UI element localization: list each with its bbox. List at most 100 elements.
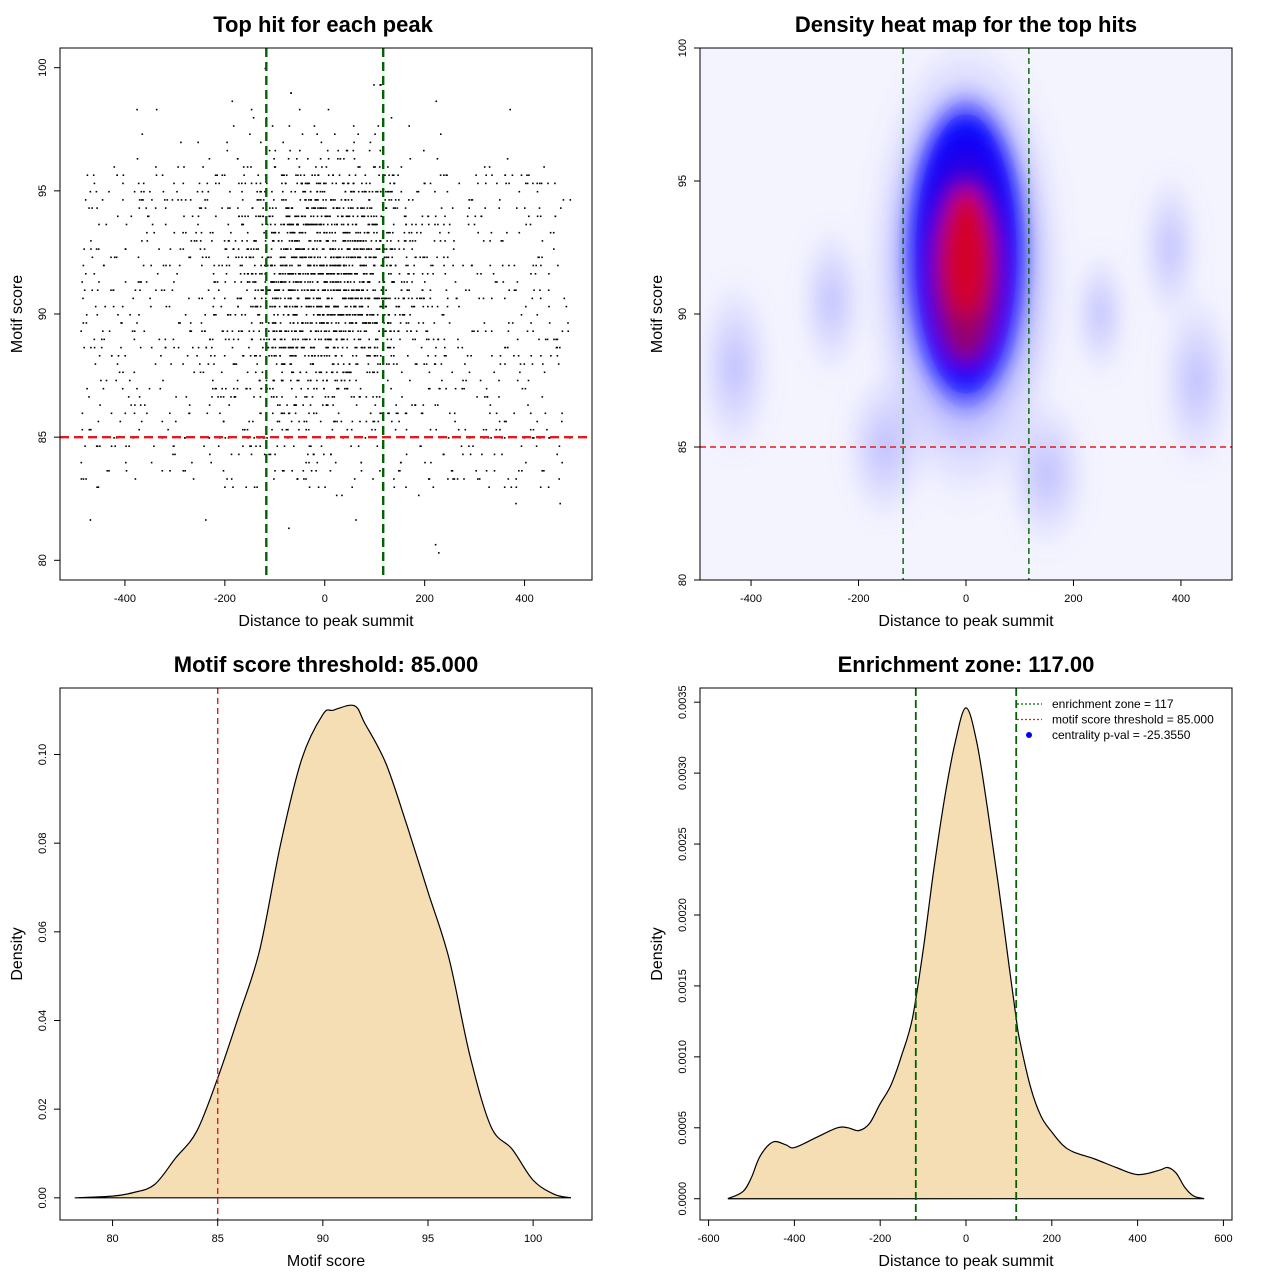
scatter-point xyxy=(178,264,181,267)
scatter-point xyxy=(335,330,338,332)
scatter-point xyxy=(315,322,318,324)
scatter-point xyxy=(396,207,399,209)
scatter-point xyxy=(334,420,336,423)
scatter-point xyxy=(414,338,416,341)
scatter-point xyxy=(350,273,353,275)
scatter-point xyxy=(124,248,127,250)
scatter-point xyxy=(425,330,427,332)
scatter-point xyxy=(397,412,399,415)
scatter-point xyxy=(397,330,400,332)
scatter-point xyxy=(268,355,270,357)
scatter-point xyxy=(279,273,282,275)
scatter-point xyxy=(320,445,323,447)
scatter-point xyxy=(272,387,274,390)
scatter-point xyxy=(297,297,299,300)
scatter-point xyxy=(360,207,362,209)
scatter-point xyxy=(290,256,293,259)
scatter-point xyxy=(464,428,467,431)
scatter-point xyxy=(285,199,287,201)
scatter-point xyxy=(390,264,392,267)
scatter-point xyxy=(156,273,159,275)
scatter-point xyxy=(327,240,329,242)
scatter-point xyxy=(308,240,310,242)
scatter-point xyxy=(503,437,506,439)
scatter-point xyxy=(352,207,354,209)
scatter-point xyxy=(147,215,150,218)
scatter-point xyxy=(341,248,343,250)
scatter-point xyxy=(86,174,89,176)
scatter-point xyxy=(411,248,413,250)
scatter-point xyxy=(254,289,257,291)
scatter-point xyxy=(331,223,333,226)
scatter-point xyxy=(546,338,549,341)
scatter-point xyxy=(103,338,105,341)
scatter-point xyxy=(536,182,538,185)
scatter-point xyxy=(308,297,311,300)
scatter-point xyxy=(376,223,378,226)
scatter-point xyxy=(102,387,105,390)
heatmap-y-tick-label: 85 xyxy=(677,441,689,453)
scatter-point xyxy=(508,322,510,324)
scatter-point xyxy=(273,273,276,275)
scatter-point xyxy=(368,256,371,259)
scatter-point xyxy=(317,330,320,332)
scatter-point xyxy=(384,174,386,176)
scatter-point xyxy=(357,330,359,332)
scatter-point xyxy=(139,289,141,291)
scatter-point xyxy=(189,330,192,332)
scatter-point xyxy=(304,182,307,185)
scatter-point xyxy=(147,215,149,218)
scatter-point xyxy=(347,240,349,242)
scatter-point xyxy=(356,207,359,209)
scatter-point xyxy=(252,330,255,332)
scatter-point xyxy=(270,248,273,250)
scatter-point xyxy=(305,223,307,226)
scatter-point xyxy=(279,355,281,357)
scatter-point xyxy=(285,248,288,250)
scatter-point xyxy=(424,461,426,464)
scatter-point xyxy=(342,330,345,332)
scatter-point xyxy=(277,289,280,291)
scatter-point xyxy=(341,346,344,349)
scatter-point xyxy=(374,223,377,226)
scatter-point xyxy=(281,281,284,283)
scatter-point xyxy=(261,273,263,275)
scatter-point xyxy=(316,387,318,390)
scatter-point xyxy=(128,445,130,447)
scatter-point xyxy=(422,404,425,406)
scatter-point xyxy=(352,215,354,218)
scatter-point xyxy=(273,314,275,316)
scatter-point xyxy=(91,256,94,259)
scatter-point xyxy=(331,297,333,300)
scatter-point xyxy=(451,207,454,209)
scatter-point xyxy=(330,289,332,291)
scatter-point xyxy=(372,322,374,324)
scatter-point xyxy=(317,273,320,275)
scatter-point xyxy=(306,289,309,291)
scatter-point xyxy=(301,248,304,250)
scatter-point xyxy=(256,363,258,365)
scatter-point xyxy=(299,149,301,152)
scatter-point xyxy=(373,223,375,226)
scatter-point xyxy=(399,338,401,341)
heatmap-blob xyxy=(1073,247,1128,381)
scatter-point xyxy=(382,281,384,283)
scatter-point xyxy=(340,223,343,226)
scatter-point xyxy=(378,248,381,250)
scatter-point xyxy=(393,486,396,488)
scatter-point xyxy=(173,231,176,234)
scatter-point xyxy=(333,396,336,398)
scatter-point xyxy=(228,338,230,341)
scatter-point xyxy=(407,297,410,300)
scatter-point xyxy=(256,199,259,201)
scatter-point xyxy=(376,231,378,234)
scatter-point xyxy=(556,453,558,456)
scatter-point xyxy=(405,428,408,431)
scatter-point xyxy=(394,248,396,250)
scatter-point xyxy=(146,240,149,242)
scatter-point xyxy=(357,133,359,135)
scatter-point xyxy=(391,420,393,423)
scatter-point xyxy=(320,330,322,332)
scatter-point xyxy=(354,314,357,316)
scatter-point xyxy=(383,281,386,283)
